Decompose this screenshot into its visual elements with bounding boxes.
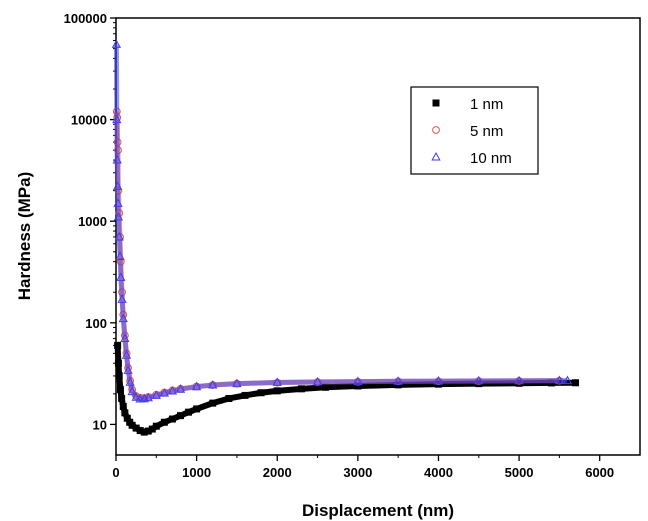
data-point <box>144 427 152 435</box>
y-tick-label: 10 <box>93 417 107 432</box>
data-point <box>136 427 144 435</box>
x-tick-label: 4000 <box>424 465 453 480</box>
data-point <box>273 387 281 395</box>
legend-label: 1 nm <box>470 96 503 113</box>
x-tick-label: 5000 <box>505 465 534 480</box>
data-point <box>121 350 132 359</box>
series-0 <box>114 341 580 436</box>
x-tick-label: 6000 <box>585 465 614 480</box>
y-tick-label: 1000 <box>78 214 107 229</box>
data-point <box>167 386 178 395</box>
data-point <box>116 272 126 281</box>
data-point <box>116 386 124 394</box>
y-axis-title: Hardness (MPa) <box>15 172 34 300</box>
data-point <box>562 375 573 385</box>
y-tick-label: 10000 <box>71 113 107 128</box>
y-tick-label: 100 <box>85 316 107 331</box>
data-point <box>131 392 141 401</box>
data-point <box>322 383 330 391</box>
data-point <box>193 405 201 413</box>
legend-label: 5 nm <box>470 123 503 140</box>
data-point <box>160 418 168 426</box>
data-point <box>514 375 524 385</box>
data-point <box>272 377 282 386</box>
data-point <box>143 392 153 402</box>
data-point <box>128 421 136 429</box>
data-point <box>112 154 122 164</box>
data-point <box>297 385 305 393</box>
data-point <box>176 412 184 420</box>
data-point <box>209 399 217 407</box>
x-tick-label: 1000 <box>182 465 211 480</box>
data-point <box>123 414 131 422</box>
axis-ticks: 0 1000 2000 3000 4000 5000 6000 10 100 1000 10000 1… <box>64 11 615 480</box>
data-point <box>241 391 249 399</box>
data-point <box>117 294 127 303</box>
data-point <box>175 384 186 393</box>
data-point <box>151 390 161 399</box>
data-marks <box>111 39 580 436</box>
data-point <box>123 365 133 374</box>
data-point <box>118 313 128 323</box>
x-tick-label: 3000 <box>343 465 372 480</box>
data-point <box>111 39 122 48</box>
data-point <box>159 388 170 397</box>
data-point <box>140 428 148 436</box>
data-point <box>119 403 127 411</box>
legend-marker <box>431 151 441 161</box>
data-point <box>393 376 403 385</box>
data-point <box>433 376 444 385</box>
data-point <box>148 425 156 433</box>
data-point <box>120 333 130 343</box>
data-point <box>115 251 125 260</box>
data-point <box>257 389 265 397</box>
legend-marker <box>432 99 440 107</box>
data-point <box>112 181 123 190</box>
data-point <box>354 382 362 390</box>
data-point <box>112 114 122 124</box>
data-point <box>114 341 122 349</box>
legend-label: 10 nm <box>470 150 512 167</box>
data-point <box>225 394 233 402</box>
data-point <box>232 378 242 388</box>
data-point <box>152 422 160 430</box>
data-point <box>118 394 126 402</box>
data-point <box>125 377 135 386</box>
series-2 <box>111 39 573 403</box>
legend-marker <box>432 126 440 134</box>
data-point <box>114 231 124 241</box>
y-tick-label: 100000 <box>64 11 107 26</box>
data-point <box>121 409 129 417</box>
data-point <box>208 380 218 389</box>
data-point <box>113 198 123 207</box>
data-point <box>474 375 484 385</box>
data-point <box>353 376 363 386</box>
data-point <box>168 415 176 423</box>
data-point <box>115 372 123 380</box>
data-point <box>132 424 140 432</box>
data-point <box>554 375 565 385</box>
data-point <box>572 379 580 387</box>
x-tick-label: 2000 <box>263 465 292 480</box>
data-point <box>127 386 137 396</box>
data-point <box>113 211 124 221</box>
data-point <box>114 359 122 367</box>
x-tick-label: 0 <box>112 465 119 480</box>
data-point <box>312 376 323 386</box>
data-point <box>191 381 202 391</box>
data-point <box>185 408 193 416</box>
x-axis-title: Displacement (nm) <box>302 501 454 520</box>
legend: 1 nm 5 nm 10 nm <box>410 86 539 175</box>
